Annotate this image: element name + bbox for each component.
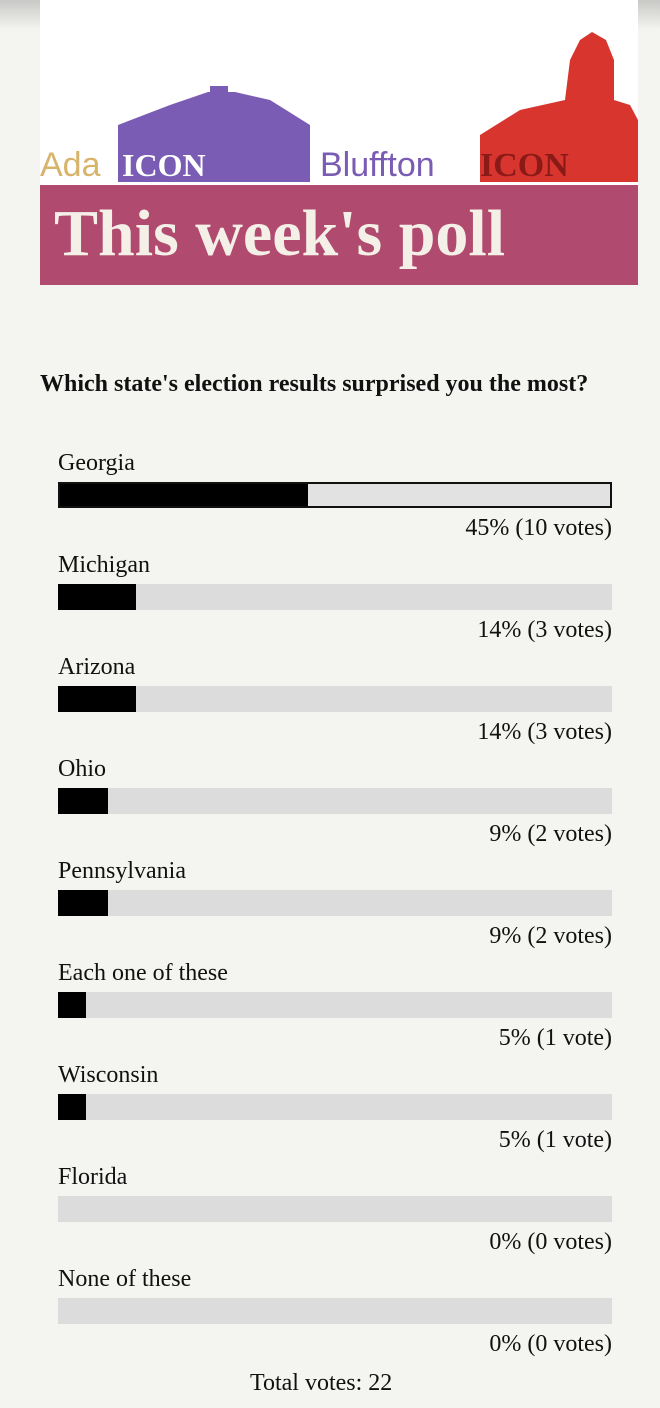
bar-track	[58, 788, 612, 814]
option-result: 45% (10 votes)	[465, 515, 612, 541]
header: Ada ICON Bluffton ICON This week's poll	[40, 0, 638, 285]
bar	[58, 788, 108, 814]
ada-icon-bg	[118, 146, 244, 182]
option-result: 14% (3 votes)	[477, 617, 612, 643]
total-votes: Total votes: 22	[250, 1370, 393, 1396]
bar-track	[58, 1298, 612, 1324]
option-result: 5% (1 vote)	[498, 1127, 612, 1153]
bar-track	[58, 1094, 612, 1120]
option-result: 0% (0 votes)	[489, 1331, 612, 1357]
bar-track	[58, 1196, 612, 1222]
option-result: 9% (2 votes)	[489, 821, 612, 847]
ada-icon-text: ICON	[122, 147, 206, 183]
banner-bg	[40, 185, 638, 285]
bar-track	[58, 482, 612, 508]
bar	[58, 686, 136, 712]
option-result: 0% (0 votes)	[489, 1229, 612, 1255]
poll-question: Which state's election results surprised…	[40, 371, 589, 397]
bar	[60, 484, 308, 506]
bar	[58, 1094, 86, 1120]
ada-text: Ada	[40, 146, 101, 184]
option-result: 9% (2 votes)	[489, 923, 612, 949]
bar-track	[58, 992, 612, 1018]
option-name: Pennsylvania	[58, 858, 186, 884]
bluffton-tower	[480, 32, 638, 182]
bar-track	[58, 890, 612, 916]
banner-title: This week's poll	[54, 197, 505, 270]
option-name: Arizona	[58, 654, 136, 680]
bluffton-icon-text: ICON	[480, 147, 569, 184]
bluffton-text: Bluffton	[320, 146, 435, 184]
header-graphic: Ada ICON Bluffton ICON This week's poll	[40, 32, 638, 285]
option-name: Florida	[58, 1164, 128, 1190]
option-name: Ohio	[58, 756, 106, 782]
bar	[58, 890, 108, 916]
option-result: 5% (1 vote)	[498, 1025, 612, 1051]
option-name: Wisconsin	[58, 1062, 159, 1088]
bar	[58, 992, 86, 1018]
option-name: Each one of these	[58, 960, 228, 986]
option-name: Georgia	[58, 450, 135, 476]
bar-track	[58, 686, 612, 712]
option-result: 14% (3 votes)	[477, 719, 612, 745]
option-name: Michigan	[58, 552, 150, 578]
bar-track	[58, 584, 612, 610]
bar	[58, 584, 136, 610]
option-name: None of these	[58, 1266, 192, 1292]
